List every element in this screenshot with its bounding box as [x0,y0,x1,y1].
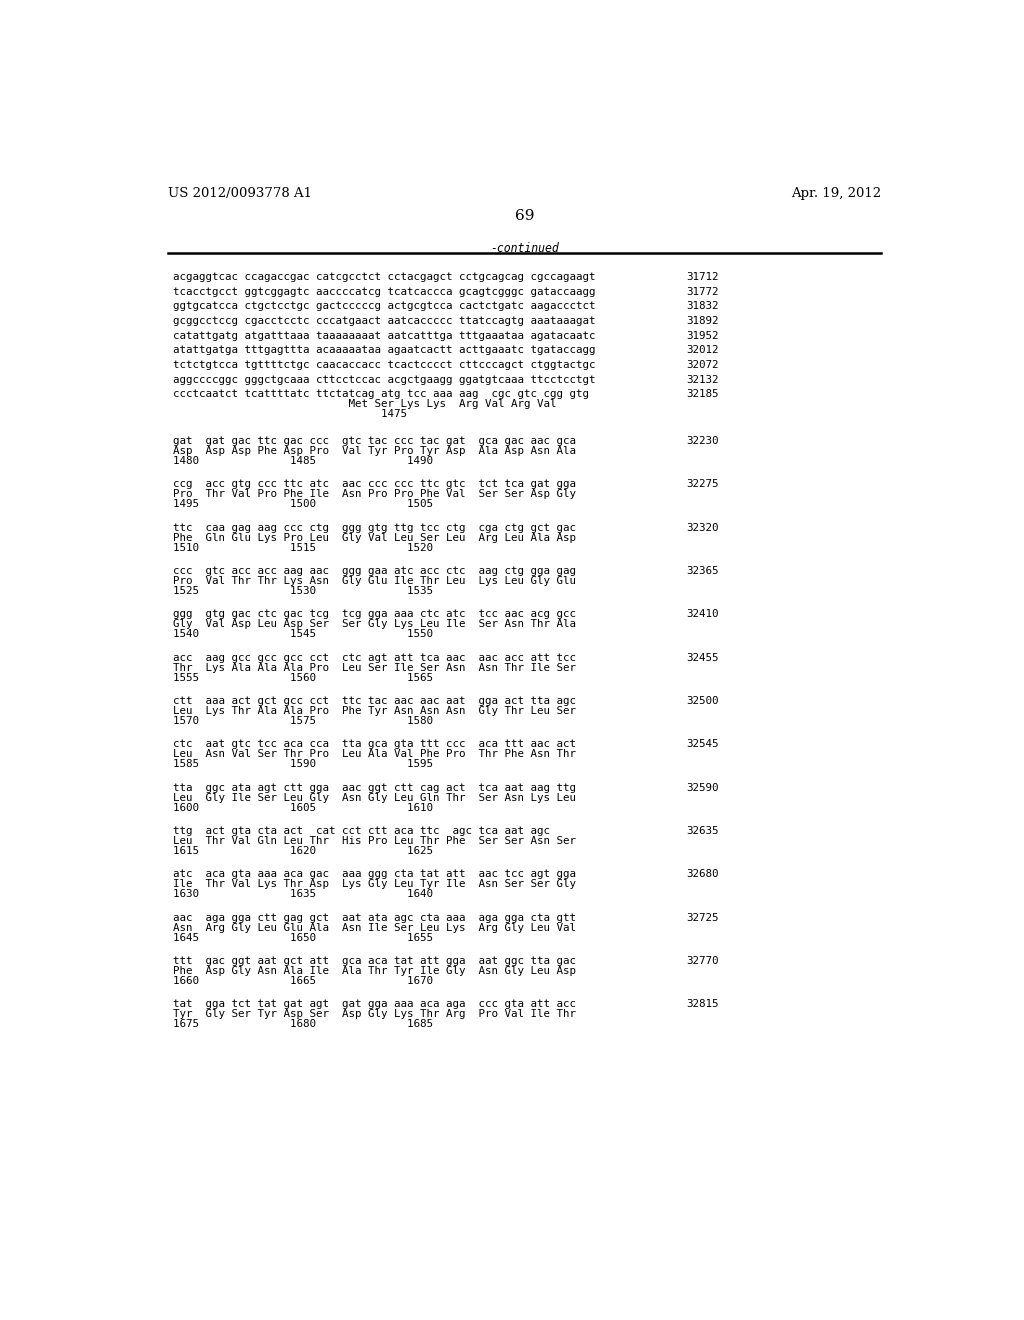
Text: 32012: 32012 [686,346,719,355]
Text: 1600              1605              1610: 1600 1605 1610 [173,803,433,813]
Text: 1615              1620              1625: 1615 1620 1625 [173,846,433,857]
Text: Phe  Asp Gly Asn Ala Ile  Ala Thr Tyr Ile Gly  Asn Gly Leu Asp: Phe Asp Gly Asn Ala Ile Ala Thr Tyr Ile … [173,966,575,975]
Text: tcacctgcct ggtcggagtc aaccccatcg tcatcaccca gcagtcgggc gataccaagg: tcacctgcct ggtcggagtc aaccccatcg tcatcac… [173,286,595,297]
Text: 1495              1500              1505: 1495 1500 1505 [173,499,433,510]
Text: 31892: 31892 [686,315,719,326]
Text: 32365: 32365 [686,566,719,576]
Text: Tyr  Gly Ser Tyr Asp Ser  Asp Gly Lys Thr Arg  Pro Val Ile Thr: Tyr Gly Ser Tyr Asp Ser Asp Gly Lys Thr … [173,1010,575,1019]
Text: ccc  gtc acc acc aag aac  ggg gaa atc acc ctc  aag ctg gga gag: ccc gtc acc acc aag aac ggg gaa atc acc … [173,566,575,576]
Text: -continued: -continued [490,242,559,255]
Text: 32815: 32815 [686,999,719,1010]
Text: aac  aga gga ctt gag gct  aat ata agc cta aaa  aga gga cta gtt: aac aga gga ctt gag gct aat ata agc cta … [173,912,575,923]
Text: Thr  Lys Ala Ala Ala Pro  Leu Ser Ile Ser Asn  Asn Thr Ile Ser: Thr Lys Ala Ala Ala Pro Leu Ser Ile Ser … [173,663,575,673]
Text: catattgatg atgatttaaa taaaaaaaat aatcatttga tttgaaataa agatacaatc: catattgatg atgatttaaa taaaaaaaat aatcatt… [173,330,595,341]
Text: Gly  Val Asp Leu Asp Ser  Ser Gly Lys Leu Ile  Ser Asn Thr Ala: Gly Val Asp Leu Asp Ser Ser Gly Lys Leu … [173,619,575,630]
Text: ggtgcatcca ctgctcctgc gactcccccg actgcgtcca cactctgatc aagaccctct: ggtgcatcca ctgctcctgc gactcccccg actgcgt… [173,301,595,312]
Text: atattgatga tttgagttta acaaaaataa agaatcactt acttgaaatc tgataccagg: atattgatga tttgagttta acaaaaataa agaatca… [173,346,595,355]
Text: ctc  aat gtc tcc aca cca  tta gca gta ttt ccc  aca ttt aac act: ctc aat gtc tcc aca cca tta gca gta ttt … [173,739,575,750]
Text: 32770: 32770 [686,956,719,966]
Text: 31772: 31772 [686,286,719,297]
Text: 32275: 32275 [686,479,719,490]
Text: Pro  Val Thr Thr Lys Asn  Gly Glu Ile Thr Leu  Lys Leu Gly Glu: Pro Val Thr Thr Lys Asn Gly Glu Ile Thr … [173,576,575,586]
Text: Asn  Arg Gly Leu Glu Ala  Asn Ile Ser Leu Lys  Arg Gly Leu Val: Asn Arg Gly Leu Glu Ala Asn Ile Ser Leu … [173,923,575,933]
Text: ggg  gtg gac ctc gac tcg  tcg gga aaa ctc atc  tcc aac acg gcc: ggg gtg gac ctc gac tcg tcg gga aaa ctc … [173,610,575,619]
Text: 31712: 31712 [686,272,719,282]
Text: 1630              1635              1640: 1630 1635 1640 [173,890,433,899]
Text: 32725: 32725 [686,912,719,923]
Text: 32185: 32185 [686,389,719,400]
Text: ttt  gac ggt aat gct att  gca aca tat att gga  aat ggc tta gac: ttt gac ggt aat gct att gca aca tat att … [173,956,575,966]
Text: 32455: 32455 [686,652,719,663]
Text: 1585              1590              1595: 1585 1590 1595 [173,759,433,770]
Text: tctctgtcca tgttttctgc caacaccacc tcactcccct cttcccagct ctggtactgc: tctctgtcca tgttttctgc caacaccacc tcactcc… [173,360,595,370]
Text: gat  gat gac ttc gac ccc  gtc tac ccc tac gat  gca gac aac gca: gat gat gac ttc gac ccc gtc tac ccc tac … [173,436,575,446]
Text: Met Ser Lys Lys  Arg Val Arg Val: Met Ser Lys Lys Arg Val Arg Val [173,400,556,409]
Text: Leu  Thr Val Gln Leu Thr  His Pro Leu Thr Phe  Ser Ser Asn Ser: Leu Thr Val Gln Leu Thr His Pro Leu Thr … [173,836,575,846]
Text: ccg  acc gtg ccc ttc atc  aac ccc ccc ttc gtc  tct tca gat gga: ccg acc gtg ccc ttc atc aac ccc ccc ttc … [173,479,575,490]
Text: acc  aag gcc gcc gcc cct  ctc agt att tca aac  aac acc att tcc: acc aag gcc gcc gcc cct ctc agt att tca … [173,652,575,663]
Text: 32635: 32635 [686,826,719,836]
Text: 32590: 32590 [686,783,719,793]
Text: 32545: 32545 [686,739,719,750]
Text: Leu  Gly Ile Ser Leu Gly  Asn Gly Leu Gln Thr  Ser Asn Lys Leu: Leu Gly Ile Ser Leu Gly Asn Gly Leu Gln … [173,793,575,803]
Text: ctt  aaa act gct gcc cct  ttc tac aac aac aat  gga act tta agc: ctt aaa act gct gcc cct ttc tac aac aac … [173,696,575,706]
Text: 32500: 32500 [686,696,719,706]
Text: Pro  Thr Val Pro Phe Ile  Asn Pro Pro Phe Val  Ser Ser Asp Gly: Pro Thr Val Pro Phe Ile Asn Pro Pro Phe … [173,490,575,499]
Text: gcggcctccg cgacctcctc cccatgaact aatcaccccc ttatccagtg aaataaagat: gcggcctccg cgacctcctc cccatgaact aatcacc… [173,315,595,326]
Text: 1475: 1475 [173,409,407,420]
Text: 1480              1485              1490: 1480 1485 1490 [173,455,433,466]
Text: Leu  Lys Thr Ala Ala Pro  Phe Tyr Asn Asn Asn  Gly Thr Leu Ser: Leu Lys Thr Ala Ala Pro Phe Tyr Asn Asn … [173,706,575,715]
Text: 31952: 31952 [686,330,719,341]
Text: atc  aca gta aaa aca gac  aaa ggg cta tat att  aac tcc agt gga: atc aca gta aaa aca gac aaa ggg cta tat … [173,870,575,879]
Text: Apr. 19, 2012: Apr. 19, 2012 [792,187,882,199]
Text: tat  gga tct tat gat agt  gat gga aaa aca aga  ccc gta att acc: tat gga tct tat gat agt gat gga aaa aca … [173,999,575,1010]
Text: ttc  caa gag aag ccc ctg  ggg gtg ttg tcc ctg  cga ctg gct gac: ttc caa gag aag ccc ctg ggg gtg ttg tcc … [173,523,575,532]
Text: 32320: 32320 [686,523,719,532]
Text: US 2012/0093778 A1: US 2012/0093778 A1 [168,187,312,199]
Text: 1570              1575              1580: 1570 1575 1580 [173,715,433,726]
Text: Leu  Asn Val Ser Thr Pro  Leu Ala Val Phe Pro  Thr Phe Asn Thr: Leu Asn Val Ser Thr Pro Leu Ala Val Phe … [173,750,575,759]
Text: Ile  Thr Val Lys Thr Asp  Lys Gly Leu Tyr Ile  Asn Ser Ser Gly: Ile Thr Val Lys Thr Asp Lys Gly Leu Tyr … [173,879,575,890]
Text: 31832: 31832 [686,301,719,312]
Text: ccctcaatct tcattttatc ttctatcag atg tcc aaa aag  cgc gtc cgg gtg: ccctcaatct tcattttatc ttctatcag atg tcc … [173,389,589,400]
Text: tta  ggc ata agt ctt gga  aac ggt ctt cag act  tca aat aag ttg: tta ggc ata agt ctt gga aac ggt ctt cag … [173,783,575,793]
Text: Asp  Asp Asp Phe Asp Pro  Val Tyr Pro Tyr Asp  Ala Asp Asn Ala: Asp Asp Asp Phe Asp Pro Val Tyr Pro Tyr … [173,446,575,455]
Text: aggccccggc gggctgcaaa cttcctccac acgctgaagg ggatgtcaaa ttcctcctgt: aggccccggc gggctgcaaa cttcctccac acgctga… [173,375,595,384]
Text: 32230: 32230 [686,436,719,446]
Text: acgaggtcac ccagaccgac catcgcctct cctacgagct cctgcagcag cgccagaagt: acgaggtcac ccagaccgac catcgcctct cctacga… [173,272,595,282]
Text: 32072: 32072 [686,360,719,370]
Text: 1675              1680              1685: 1675 1680 1685 [173,1019,433,1030]
Text: 1645              1650              1655: 1645 1650 1655 [173,933,433,942]
Text: 1510              1515              1520: 1510 1515 1520 [173,543,433,553]
Text: ttg  act gta cta act  cat cct ctt aca ttc  agc tca aat agc: ttg act gta cta act cat cct ctt aca ttc … [173,826,550,836]
Text: 69: 69 [515,209,535,223]
Text: 32132: 32132 [686,375,719,384]
Text: 32410: 32410 [686,610,719,619]
Text: 32680: 32680 [686,870,719,879]
Text: 1555              1560              1565: 1555 1560 1565 [173,673,433,682]
Text: 1660              1665              1670: 1660 1665 1670 [173,975,433,986]
Text: Phe  Gln Glu Lys Pro Leu  Gly Val Leu Ser Leu  Arg Leu Ala Asp: Phe Gln Glu Lys Pro Leu Gly Val Leu Ser … [173,532,575,543]
Text: 1525              1530              1535: 1525 1530 1535 [173,586,433,597]
Text: 1540              1545              1550: 1540 1545 1550 [173,630,433,639]
